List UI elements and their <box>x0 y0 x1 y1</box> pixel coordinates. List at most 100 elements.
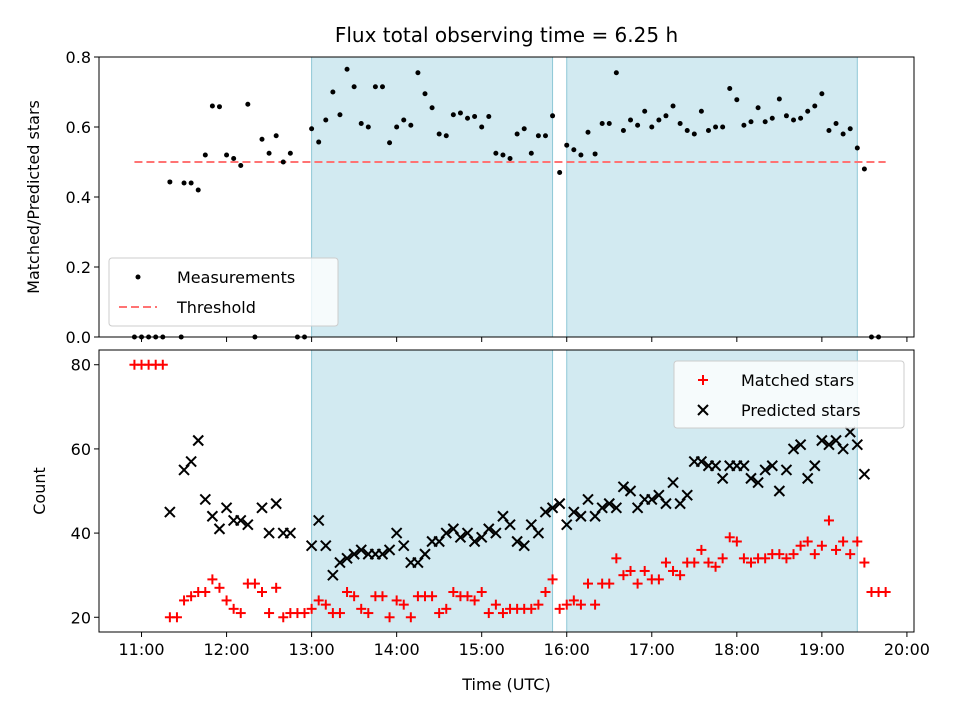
matched-star-point <box>533 599 544 610</box>
matched-stars-legend-marker <box>698 375 708 385</box>
matched-star-point <box>278 612 289 623</box>
y-tick-label: 0.2 <box>66 258 91 277</box>
predicted-star-point-b <box>660 497 672 510</box>
predicted-star-point-b <box>284 527 297 539</box>
predicted-star-point-b <box>575 510 587 522</box>
measurement-point <box>585 129 591 135</box>
predicted-star-point-b <box>709 460 722 472</box>
predicted-star-point <box>603 497 615 510</box>
y-tick-label: 40 <box>71 524 91 543</box>
matched-star-point <box>561 599 572 610</box>
matched-star-point <box>689 557 700 568</box>
predicted-star-point-b <box>773 485 786 497</box>
matched-star-point <box>249 578 260 589</box>
predicted-star-point <box>518 540 530 552</box>
measurement-point <box>514 131 520 137</box>
measurement-point <box>755 105 761 111</box>
predicted-star-point-b <box>624 485 637 497</box>
matched-star-point <box>781 553 792 564</box>
bottom-legend-box <box>673 360 905 429</box>
predicted-star-point-b <box>568 506 580 518</box>
predicted-star-point-b <box>454 531 467 544</box>
predicted-star-point-b <box>312 514 325 527</box>
predicted-star-point <box>355 544 367 556</box>
measurement-point <box>550 113 556 119</box>
predicted-star-point-b <box>461 527 474 539</box>
measurement-point <box>521 126 527 132</box>
measurement-point <box>422 91 428 97</box>
matched-star-point <box>490 599 501 610</box>
matched-star-point <box>306 603 317 614</box>
predicted-star-point-b <box>518 540 530 552</box>
measurement-point <box>266 150 272 156</box>
predicted-star-point <box>256 502 268 514</box>
matched-stars-points <box>129 359 891 623</box>
predicted-star-point-b <box>716 472 729 485</box>
predicted-star-point-b <box>752 476 764 489</box>
matched-star-point <box>611 553 622 564</box>
measurement-point <box>620 128 626 133</box>
matched-star-point <box>632 578 643 589</box>
matched-star-point <box>221 595 232 606</box>
measurement-point <box>486 114 492 119</box>
measurement-point <box>408 122 414 128</box>
matched-star-point <box>441 603 452 614</box>
predicted-star-point <box>816 434 828 447</box>
measurement-point <box>472 114 478 119</box>
predicted-star-point-b <box>256 502 268 514</box>
measurement-point <box>819 91 825 97</box>
predicted-star-point-b <box>681 489 693 501</box>
measurement-point <box>812 103 818 109</box>
x-tick-label: 17:00 <box>629 640 675 659</box>
matched-star-point <box>845 549 856 560</box>
predicted-star-point <box>823 438 835 451</box>
predicted-star-point <box>745 472 757 485</box>
x-tick-label: 12:00 <box>204 640 250 659</box>
measurement-point <box>323 117 329 123</box>
x-tick-label: 14:00 <box>374 640 420 659</box>
measurement-point <box>734 97 740 103</box>
matched-star-point <box>497 608 508 619</box>
measurement-point <box>805 108 811 114</box>
matched-star-point <box>228 603 239 614</box>
matched-star-point <box>334 608 345 619</box>
measurement-point <box>280 159 286 165</box>
measurement-point <box>528 150 534 156</box>
measurement-point <box>465 115 471 121</box>
x-tick-label: 13:00 <box>289 640 335 659</box>
measurement-point <box>557 170 563 175</box>
matched-star-point <box>760 553 771 564</box>
measurement-point <box>684 128 690 133</box>
predicted-star-point-b <box>801 472 814 485</box>
measurement-point <box>748 119 754 125</box>
matched-star-point <box>717 553 728 564</box>
matched-star-point <box>271 582 282 593</box>
measurement-point <box>663 113 669 119</box>
predicted-star-point <box>646 493 658 506</box>
predicted-star-point <box>624 485 637 497</box>
measurement-point <box>231 156 237 161</box>
matched-star-point <box>604 578 615 589</box>
predicted-star-point-b <box>667 476 679 489</box>
measurement-point <box>833 121 839 126</box>
matched-star-point <box>795 540 806 551</box>
measurement-point <box>578 152 584 158</box>
measurement-point <box>713 124 719 130</box>
measurement-point <box>436 131 442 137</box>
measurement-point <box>677 121 683 126</box>
predicted-star-point-b <box>617 481 630 493</box>
predicted-stars-legend-marker <box>697 404 709 416</box>
matched-star-point <box>342 587 353 598</box>
measurement-point <box>720 124 726 130</box>
measurement-point <box>535 133 541 139</box>
x-tick-label: 11:00 <box>118 640 164 659</box>
matched-star-point <box>377 591 388 602</box>
predicted-star-point-b <box>341 552 353 565</box>
y-tick-label: 80 <box>71 356 91 375</box>
bottom-x-ticks: 11:00 12:00 13:00 14:00 15:00 16:00 17:00 18:00… <box>118 632 930 659</box>
predicted-star-point <box>716 472 729 485</box>
top-panel: 0.0 0.2 0.4 0.6 0.8 Flux total observing tim… <box>24 23 915 347</box>
predicted-star-point <box>681 489 693 501</box>
matched-stars-legend-glyph <box>698 375 708 385</box>
measurement-point <box>847 126 853 132</box>
